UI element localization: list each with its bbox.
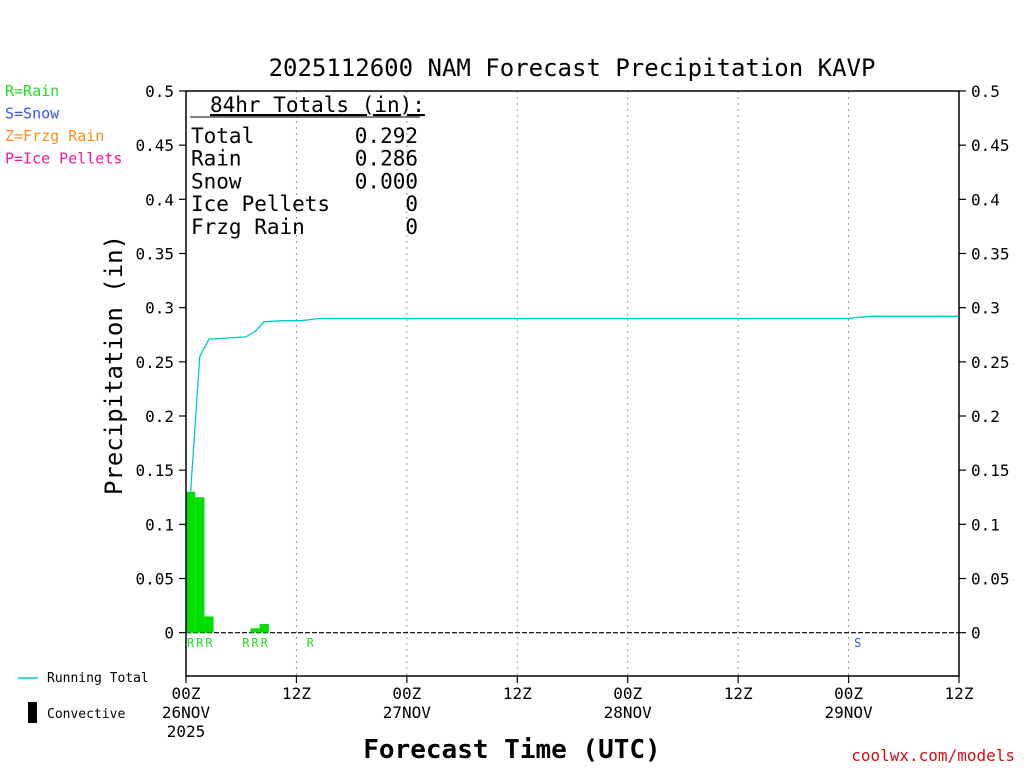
y-tick-label-left: 0.4 — [145, 190, 174, 209]
precip-bars — [186, 491, 269, 633]
ptype-legend-item: R=Rain — [5, 82, 59, 100]
totals-value: 0.000 — [355, 169, 418, 193]
x-tick-label: 00Z — [834, 684, 863, 703]
x-tick-label: 00Z — [172, 684, 201, 703]
y-tick-label-right: 0.2 — [971, 407, 1000, 426]
ptype-legend-item: S=Snow — [5, 105, 60, 123]
grid-lines — [186, 91, 959, 676]
y-tick-label-left: 0.05 — [135, 570, 174, 589]
totals-value: 0 — [405, 192, 418, 216]
x-tick-label: 12Z — [503, 684, 532, 703]
ptype-marker: S — [854, 636, 861, 650]
x-tick-label: 12Z — [945, 684, 974, 703]
ptype-legend: R=Rain S=Snow Z=Frzg Rain P=Ice Pellets — [5, 82, 122, 168]
totals-value: 0.286 — [355, 147, 418, 171]
ptype-marker: R — [196, 636, 204, 650]
totals-value: 0 — [405, 215, 418, 239]
totals-label: Total — [191, 124, 254, 148]
y-tick-label-right: 0.15 — [971, 461, 1010, 480]
y-tick-label-right: 0 — [971, 624, 981, 643]
credit-text: coolwx.com/models — [851, 746, 1015, 765]
y-tick-label-left: 0.1 — [145, 515, 174, 534]
y-axis-label: Precipitation (in) — [100, 235, 128, 495]
totals-box: 84hr Totals (in): Total 0.292 Rain 0.286 Sno… — [190, 93, 425, 239]
x-tick-label: 12Z — [282, 684, 311, 703]
totals-label: Rain — [191, 147, 242, 171]
ptype-legend-item: Z=Frzg Rain — [5, 127, 104, 145]
x-tick-label: 27NOV — [383, 703, 432, 722]
rain-bar — [204, 616, 214, 633]
y-tick-label-right: 0.05 — [971, 570, 1010, 589]
convective-legend-label: Convective — [47, 707, 125, 722]
y-tick-label-left: 0.35 — [135, 245, 174, 264]
x-tick-label: 00Z — [392, 684, 421, 703]
x-tick-label: 12Z — [724, 684, 753, 703]
totals-label: Frzg Rain — [191, 215, 305, 239]
running-total-legend-label: Running Total — [47, 671, 149, 686]
y-tick-label-right: 0.35 — [971, 245, 1010, 264]
ptype-marker: R — [205, 636, 213, 650]
x-tick-label: 26NOV — [162, 703, 211, 722]
y-tick-label-right: 0.25 — [971, 353, 1010, 372]
y-tick-label-right: 0.45 — [971, 136, 1010, 155]
y-tick-label-right: 0.3 — [971, 299, 1000, 318]
y-tick-label-left: 0.15 — [135, 461, 174, 480]
ptype-marker: R — [251, 636, 259, 650]
totals-value: 0.292 — [355, 124, 418, 148]
x-tick-label: 28NOV — [604, 703, 653, 722]
running-total-layer — [189, 315, 959, 492]
y-tick-label-left: 0.25 — [135, 353, 174, 372]
totals-label: Snow — [191, 169, 242, 193]
running-total-line — [189, 315, 959, 492]
x-tick-label: 00Z — [613, 684, 642, 703]
rain-bar — [195, 497, 205, 633]
convective-legend-swatch — [28, 702, 37, 723]
y-tick-label-right: 0.4 — [971, 190, 1000, 209]
rain-bar — [186, 491, 196, 633]
ptype-marker: R — [242, 636, 250, 650]
plot-frame — [185, 90, 960, 677]
rain-bar — [259, 624, 269, 633]
x-tick-label: 2025 — [167, 722, 206, 741]
y-tick-label-left: 0.3 — [145, 299, 174, 318]
ptype-legend-item: P=Ice Pellets — [5, 150, 122, 168]
y-tick-label-left: 0.2 — [145, 407, 174, 426]
ptype-marker: R — [187, 636, 195, 650]
bottom-legend: Running Total Convective — [18, 671, 149, 723]
x-axis-label: Forecast Time (UTC) — [363, 735, 660, 765]
x-tick-label: 29NOV — [824, 703, 873, 722]
y-tick-label-left: 0.5 — [145, 82, 174, 101]
ptype-marker: R — [261, 636, 269, 650]
totals-header: 84hr Totals (in): — [210, 93, 425, 117]
totals-label: Ice Pellets — [191, 192, 330, 216]
chart-title: 2025112600 NAM Forecast Precipitation KA… — [269, 54, 876, 82]
y-axis-ticks: 0 00.05 0.050.1 0.10.15 0.150.2 0.20.25 0.250.… — [135, 82, 1009, 643]
y-tick-label-left: 0.45 — [135, 136, 174, 155]
rain-bar — [250, 628, 260, 633]
y-tick-label-right: 0.1 — [971, 515, 1000, 534]
ptype-marker: R — [307, 636, 315, 650]
y-tick-label-left: 0 — [164, 624, 174, 643]
y-tick-label-right: 0.5 — [971, 82, 1000, 101]
